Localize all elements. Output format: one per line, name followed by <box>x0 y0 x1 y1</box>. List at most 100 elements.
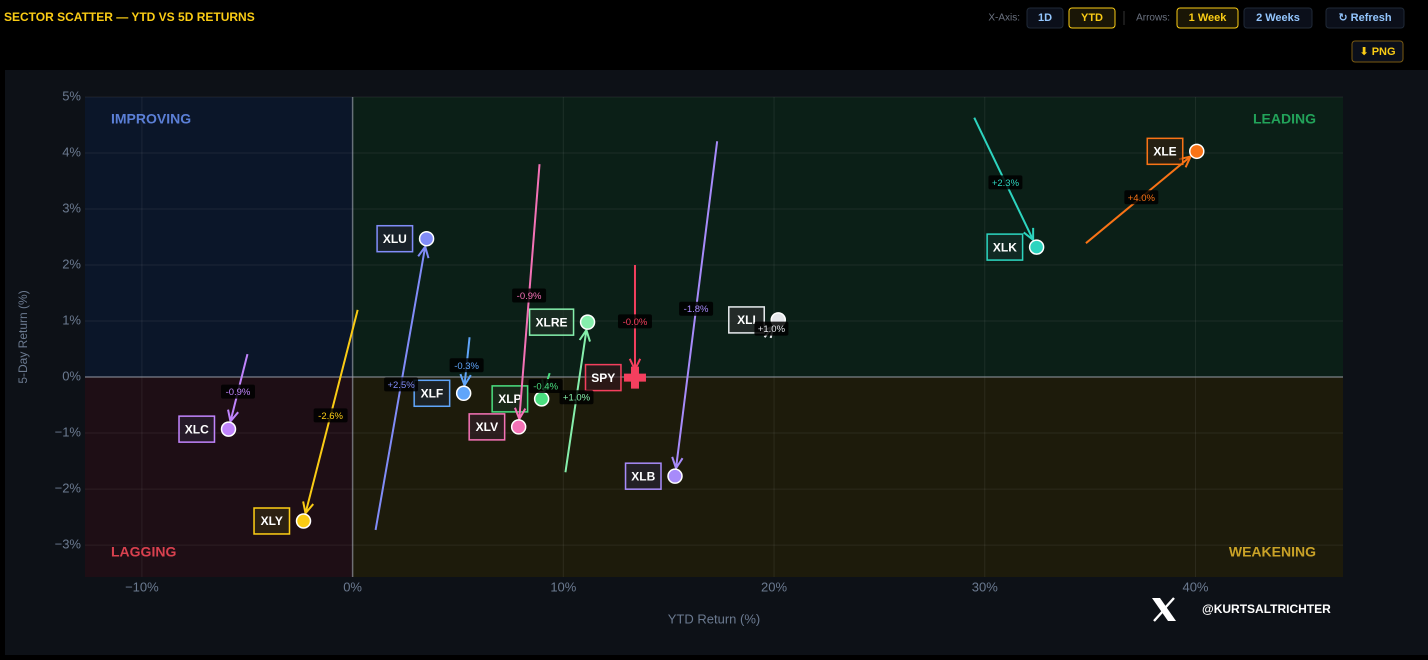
labels: +4.0% +2.3% +1.0% -1.8% -0.0% +1.0% -0.4% -0.9%… <box>220 175 1159 423</box>
arrow-head <box>671 456 684 471</box>
ticker-box-fill <box>180 417 214 442</box>
ticker-label: XLP <box>498 392 521 406</box>
ticker-label: XLU <box>383 232 407 246</box>
x-tick-label: 30% <box>972 579 998 594</box>
footer-handle: @KURTSALTRICHTER <box>1202 602 1331 616</box>
value-label: -2.6% <box>318 411 343 422</box>
button-label[interactable]: 1D <box>1038 12 1052 24</box>
y-tick-label: −2% <box>55 481 82 496</box>
point <box>455 385 472 402</box>
x-tick-label: 40% <box>1182 579 1208 594</box>
arrows-button[interactable]: 1 Week <box>1176 7 1239 29</box>
button-label[interactable]: YTD <box>1081 12 1103 24</box>
ticker-box-fill <box>378 226 412 251</box>
arrow-head <box>578 327 591 342</box>
value-label-bg <box>220 384 255 399</box>
value-label-bg <box>1124 190 1159 205</box>
x-axis-button[interactable]: YTD <box>1068 7 1116 29</box>
y-tick-label: 5% <box>62 88 81 103</box>
x-tick-label: 0% <box>343 579 362 594</box>
ticker-label: XLB <box>631 469 655 483</box>
y-tick-label: 3% <box>62 200 81 215</box>
ticker-label: XLE <box>1153 145 1176 159</box>
point <box>510 419 527 435</box>
grid: −10% 0% 10% 20% 30% 40% −3% −2% −1% 0% 1% 2% 3% 4% 5% <box>55 88 1343 594</box>
sector: XLE <box>1085 137 1205 244</box>
value-label-bg <box>313 408 348 423</box>
ticker-label: XLRE <box>536 315 568 329</box>
value-label: +1.0% <box>563 393 591 404</box>
value-label-bg <box>512 288 547 303</box>
refresh-button[interactable]: ↻ Refresh <box>1325 7 1405 29</box>
value-label: -0.9% <box>226 387 251 398</box>
value-label: +4.0% <box>1128 193 1156 204</box>
value-label: -1.8% <box>684 304 709 315</box>
sector: XLC <box>178 353 249 443</box>
y-tick-label: 0% <box>62 368 81 383</box>
value-label-bg <box>754 321 789 336</box>
ticker-label: XLY <box>261 514 283 528</box>
point <box>579 314 596 330</box>
point <box>667 468 683 484</box>
page-title: SECTOR SCATTER — YTD VS 5D RETURNS <box>4 10 255 24</box>
x-axis-title: YTD Return (%) <box>668 611 760 626</box>
point <box>1028 239 1045 255</box>
quadrant-improving <box>85 97 353 378</box>
ticker-label: XLF <box>421 386 444 400</box>
quadrant-label: WEAKENING <box>1229 544 1316 560</box>
arrow-head <box>514 407 527 422</box>
quadrant-label: LEADING <box>1253 111 1316 127</box>
ticker-label: XLI <box>737 313 756 327</box>
value-label-bg <box>617 314 652 329</box>
arrows-button[interactable]: 2 Weeks <box>1243 7 1313 29</box>
ticker-box-fill <box>255 508 289 533</box>
value-label: -0.9% <box>517 291 542 302</box>
button-label[interactable]: ↻ Refresh <box>1338 12 1392 24</box>
arrow-head <box>1023 227 1035 242</box>
ticker-label: XLK <box>993 240 1017 254</box>
arrow-head <box>417 244 430 259</box>
ticker-box-fill <box>1148 139 1182 164</box>
button-label[interactable]: 1 Week <box>1189 12 1228 24</box>
point <box>533 391 550 407</box>
arrow-head <box>302 501 315 516</box>
value-label: +2.5% <box>387 380 415 391</box>
ticker-box-fill <box>530 310 573 335</box>
png-button[interactable]: ⬇ PNG <box>1351 40 1404 63</box>
x-axis-button[interactable]: 1D <box>1026 7 1064 29</box>
value-label-bg <box>559 390 594 405</box>
ticker-label: XLV <box>476 420 498 434</box>
arrows-label: Arrows: <box>1136 13 1170 24</box>
quadrant-lagging <box>85 377 353 577</box>
sector: XLV <box>468 164 541 441</box>
quadrant-labels: IMPROVING LEADING LAGGING WEAKENING <box>111 111 1316 560</box>
quadrant-leading <box>352 97 1343 378</box>
point <box>623 366 646 389</box>
y-tick-label: −1% <box>55 424 82 439</box>
y-tick-label: 1% <box>62 312 81 327</box>
y-tick-label: 2% <box>62 256 81 271</box>
value-label-bg <box>449 358 484 373</box>
point <box>1189 143 1205 160</box>
ticker-box-fill <box>988 235 1022 260</box>
ticker-label: XLC <box>185 422 209 436</box>
y-tick-label: 4% <box>62 144 81 159</box>
value-label: -0.4% <box>533 382 558 393</box>
ticker-box-fill <box>470 414 504 439</box>
x-tick-label: 20% <box>761 579 787 594</box>
arrow-head <box>227 409 239 424</box>
arrow-head <box>459 373 472 388</box>
value-label: +1.0% <box>758 324 786 335</box>
value-label-bg <box>528 379 563 394</box>
y-axis-title: 5-Day Return (%) <box>16 290 30 383</box>
button-label[interactable]: 2 Weeks <box>1256 12 1300 24</box>
sector: XLF <box>413 337 472 408</box>
ticker-box-fill <box>586 365 620 390</box>
ticker-label: SPY <box>591 371 615 385</box>
ticker-box-fill <box>415 381 449 406</box>
point <box>295 513 312 529</box>
button-label[interactable]: ⬇ PNG <box>1359 46 1395 58</box>
value-label-bg <box>988 175 1023 190</box>
